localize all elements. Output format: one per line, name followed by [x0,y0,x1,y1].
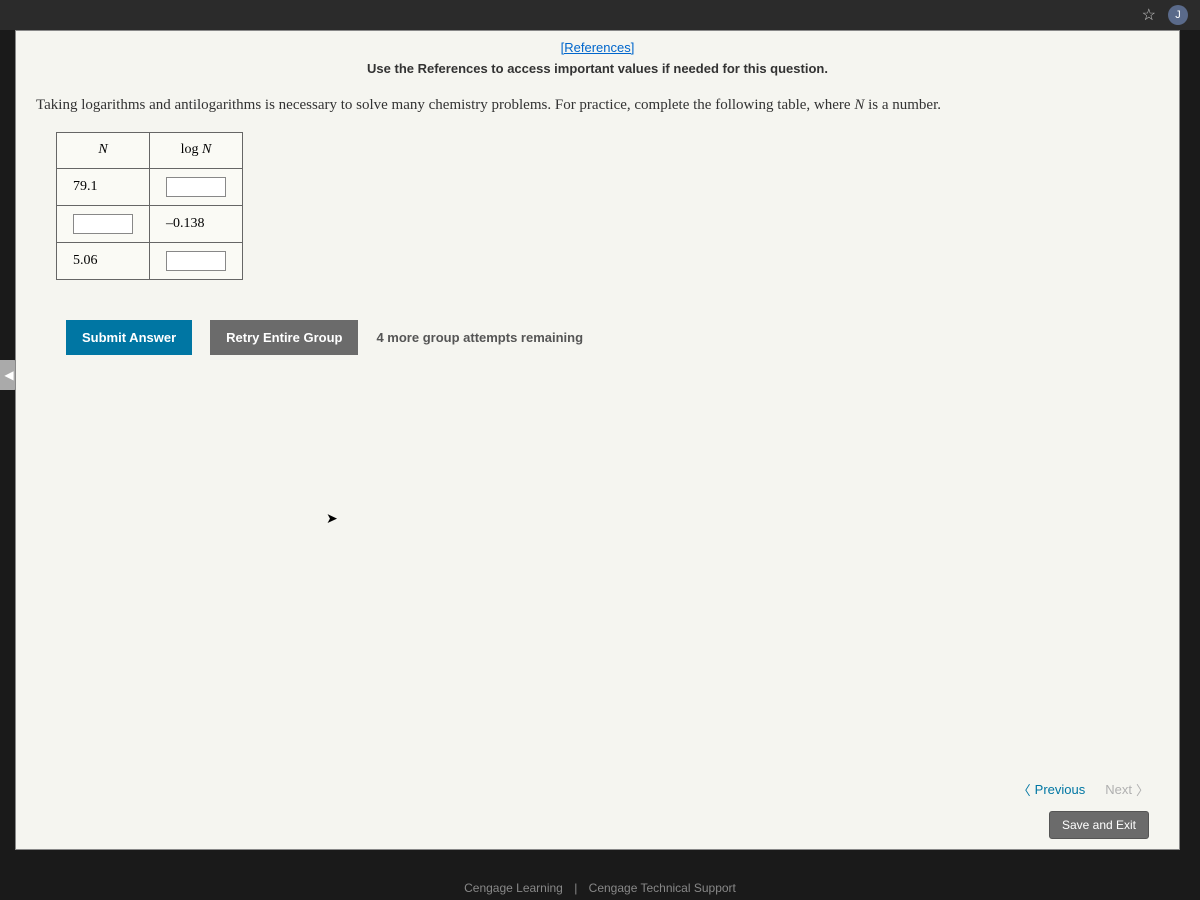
action-button-row: Submit Answer Retry Entire Group 4 more … [66,320,1179,355]
save-and-exit-button[interactable]: Save and Exit [1049,811,1149,839]
question-variable: N [854,97,864,113]
footer-right-link[interactable]: Cengage Technical Support [589,881,736,895]
cell-logn-1: –0.138 [150,205,243,242]
footer-left-link[interactable]: Cengage Learning [464,881,563,895]
table-row: –0.138 [57,205,243,242]
logarithm-table: N log N 79.1 –0.138 5.06 [56,132,243,280]
table-row: 5.06 [57,242,243,279]
input-n-1[interactable] [73,214,133,234]
user-avatar[interactable]: J [1168,5,1188,25]
input-logn-0[interactable] [166,177,226,197]
next-button: Next 〉 [1105,780,1149,799]
cell-n-2: 5.06 [57,242,150,279]
question-text-part1: Taking logarithms and antilogarithms is … [36,97,854,113]
table-row: 79.1 [57,168,243,205]
nav-footer: 〈 Previous Next 〉 [1018,780,1149,799]
cursor-icon: ➤ [326,511,338,528]
previous-button[interactable]: 〈 Previous [1018,780,1086,799]
bookmark-star-icon[interactable]: ☆ [1142,5,1156,25]
attempts-remaining-text: 4 more group attempts remaining [376,330,583,345]
question-text-part2: is a number. [864,97,941,113]
chevron-right-icon: 〉 [1136,780,1149,799]
submit-answer-button[interactable]: Submit Answer [66,320,192,355]
cell-n-0: 79.1 [57,168,150,205]
browser-top-bar: ☆ J [0,0,1200,30]
footer-bar: Cengage Learning | Cengage Technical Sup… [0,881,1200,895]
table-header-n: N [57,132,150,168]
table-header-logn: log N [150,132,243,168]
chevron-left-icon: 〈 [1018,780,1031,799]
references-instruction: Use the References to access important v… [16,61,1179,86]
question-text: Taking logarithms and antilogarithms is … [16,86,1179,132]
input-logn-2[interactable] [166,251,226,271]
references-link[interactable]: [References] [561,40,635,55]
question-panel: [References] Use the References to acces… [15,30,1180,850]
retry-group-button[interactable]: Retry Entire Group [210,320,358,355]
